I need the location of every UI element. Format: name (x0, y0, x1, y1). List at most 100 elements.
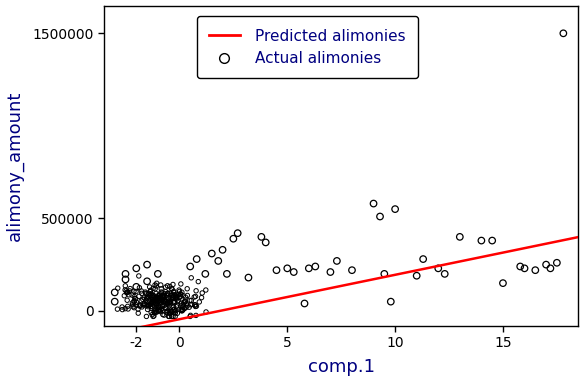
Point (178, 307, 187, 313)
Point (131, 302, 141, 308)
Point (244, 275, 253, 281)
Point (152, 303, 161, 309)
Point (531, 267, 540, 273)
Point (162, 295, 172, 301)
Point (181, 294, 190, 300)
Point (182, 303, 192, 309)
Point (148, 313, 158, 319)
Point (190, 302, 200, 308)
Point (194, 278, 203, 285)
Point (127, 292, 137, 298)
Point (153, 271, 162, 277)
Point (158, 296, 167, 303)
Point (152, 305, 162, 311)
Point (151, 294, 161, 300)
Point (455, 234, 464, 240)
Point (134, 273, 144, 279)
Point (153, 295, 162, 301)
Point (304, 265, 314, 271)
Point (152, 283, 161, 289)
Point (143, 302, 152, 308)
Point (168, 292, 178, 298)
Point (165, 303, 174, 309)
Point (151, 300, 160, 306)
Point (139, 302, 148, 308)
Point (180, 298, 190, 304)
Point (185, 304, 194, 310)
Point (233, 230, 242, 236)
Point (170, 299, 179, 306)
Point (190, 294, 199, 300)
Point (135, 302, 145, 308)
Point (176, 303, 185, 309)
Point (113, 306, 122, 312)
Point (167, 309, 176, 315)
Point (172, 304, 181, 310)
Point (326, 269, 335, 275)
Point (137, 304, 147, 310)
Point (153, 300, 162, 306)
Point (197, 290, 207, 296)
Point (117, 304, 127, 310)
Point (332, 258, 342, 264)
Point (157, 307, 166, 313)
Point (174, 291, 183, 298)
Point (166, 307, 175, 313)
Point (165, 283, 175, 290)
Point (144, 297, 154, 303)
Point (134, 303, 144, 309)
Point (165, 297, 174, 303)
Point (154, 292, 164, 298)
Point (167, 309, 176, 315)
Point (165, 299, 175, 306)
Point (155, 295, 165, 301)
Point (156, 296, 165, 302)
Point (129, 288, 138, 294)
Point (141, 289, 150, 295)
Point (165, 290, 175, 296)
Point (129, 298, 138, 304)
Point (380, 271, 389, 277)
Point (148, 297, 158, 303)
Point (186, 313, 195, 319)
Point (155, 304, 164, 310)
Point (187, 301, 197, 308)
Point (123, 289, 132, 295)
Point (151, 297, 160, 303)
Point (110, 289, 119, 295)
Point (142, 278, 152, 284)
Point (229, 236, 238, 242)
Point (131, 284, 141, 290)
Point (121, 271, 130, 277)
Point (141, 290, 151, 296)
Point (190, 302, 200, 308)
Point (144, 290, 154, 296)
Point (194, 299, 204, 305)
Point (159, 295, 168, 301)
Point (261, 240, 270, 246)
Point (146, 303, 155, 309)
Point (123, 306, 133, 312)
Point (159, 294, 168, 300)
Point (161, 298, 170, 304)
Point (516, 264, 525, 270)
Point (137, 290, 147, 296)
Point (171, 294, 180, 300)
Point (145, 302, 154, 308)
Point (186, 312, 195, 318)
Point (161, 305, 170, 311)
Point (164, 290, 173, 296)
Point (170, 309, 179, 315)
Point (186, 275, 196, 281)
Point (169, 295, 178, 301)
Point (110, 299, 119, 305)
Point (187, 298, 196, 304)
Point (151, 308, 160, 314)
Point (123, 303, 133, 309)
Point (122, 290, 131, 296)
Point (177, 289, 186, 295)
Point (159, 300, 169, 306)
Point (155, 309, 165, 315)
Point (520, 265, 529, 271)
Point (158, 303, 167, 309)
